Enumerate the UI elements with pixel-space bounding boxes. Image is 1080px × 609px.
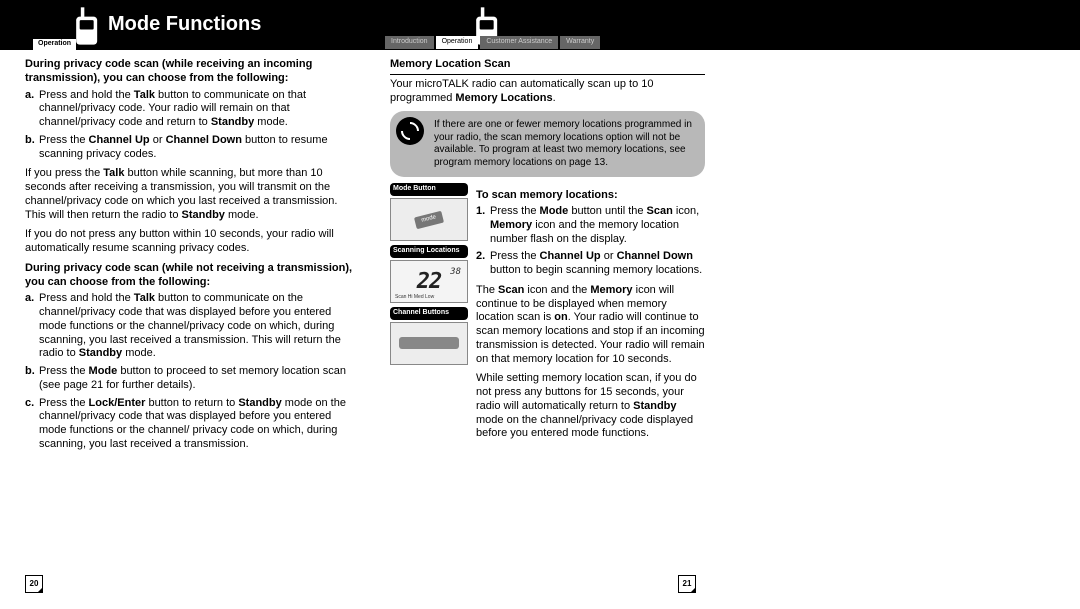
note-box: If there are one or fewer memory locatio… — [390, 111, 705, 177]
item-text: Press and hold the Talk button to commun… — [39, 292, 341, 359]
item-text: Press and hold the Talk button to commun… — [39, 89, 306, 129]
right-heading: Memory Location Scan — [390, 58, 705, 75]
fig-mode-button: mode — [390, 198, 468, 241]
fig-channel-buttons — [390, 322, 468, 365]
page-number-right: 21 — [678, 575, 696, 593]
item-text: Press the Mode button until the Scan ico… — [490, 205, 699, 245]
right-para-1: The Scan icon and the Memory icon will c… — [476, 284, 705, 367]
item-text: Press the Mode button to proceed to set … — [39, 365, 346, 391]
note-text: If there are one or fewer memory locatio… — [434, 119, 692, 168]
left-para-1: If you press the Talk button while scann… — [25, 167, 355, 222]
fig-lcd: 22 38 Scan Hi Med Low — [390, 260, 468, 303]
scan-subhead: To scan memory locations: — [476, 189, 705, 203]
list-item: a.Press and hold the Talk button to comm… — [39, 89, 355, 130]
left-intro-1: During privacy code scan (while receivin… — [25, 58, 355, 86]
right-para-2: While setting memory location scan, if y… — [476, 372, 705, 441]
list-item: b.Press the Channel Up or Channel Down b… — [39, 134, 355, 162]
right-column: Memory Location Scan Your microTALK radi… — [390, 58, 705, 447]
right-intro: Your microTALK radio can automatically s… — [390, 78, 705, 106]
list-item: 1.Press the Mode button until the Scan i… — [490, 205, 705, 246]
fig-label-scanning: Scanning Locations — [390, 245, 468, 258]
item-text: Press the Lock/Enter button to return to… — [39, 397, 346, 450]
list-item: a.Press and hold the Talk button to comm… — [39, 292, 355, 361]
left-list-2: a.Press and hold the Talk button to comm… — [25, 292, 355, 451]
list-item: c.Press the Lock/Enter button to return … — [39, 397, 355, 452]
fig-label-mode: Mode Button — [390, 183, 468, 196]
item-text: Press the Channel Up or Channel Down but… — [490, 250, 702, 276]
scan-steps: 1.Press the Mode button until the Scan i… — [476, 205, 705, 278]
page-title: Mode Functions — [108, 12, 261, 37]
operation-label-left: Operation — [33, 39, 76, 50]
tab-customer-assistance: Customer Assistance — [480, 36, 558, 49]
item-text: Press the Channel Up or Channel Down but… — [39, 134, 328, 160]
figure-column: Mode Button mode Scanning Locations 22 3… — [390, 183, 468, 447]
left-para-2: If you do not press any button within 10… — [25, 228, 355, 256]
tab-introduction: Introduction — [385, 36, 434, 49]
list-item: 2.Press the Channel Up or Channel Down b… — [490, 250, 705, 278]
nav-tabs: Introduction Operation Customer Assistan… — [385, 36, 600, 49]
left-list-1: a.Press and hold the Talk button to comm… — [25, 89, 355, 162]
page-number-left: 20 — [25, 575, 43, 593]
note-icon — [396, 117, 424, 145]
list-item: b.Press the Mode button to proceed to se… — [39, 365, 355, 393]
right-text-column: To scan memory locations: 1.Press the Mo… — [476, 183, 705, 447]
fig-label-channel: Channel Buttons — [390, 307, 468, 320]
tab-warranty: Warranty — [560, 36, 600, 49]
left-column: During privacy code scan (while receivin… — [25, 58, 355, 458]
left-intro-2: During privacy code scan (while not rece… — [25, 262, 355, 290]
tab-operation: Operation — [436, 36, 479, 49]
